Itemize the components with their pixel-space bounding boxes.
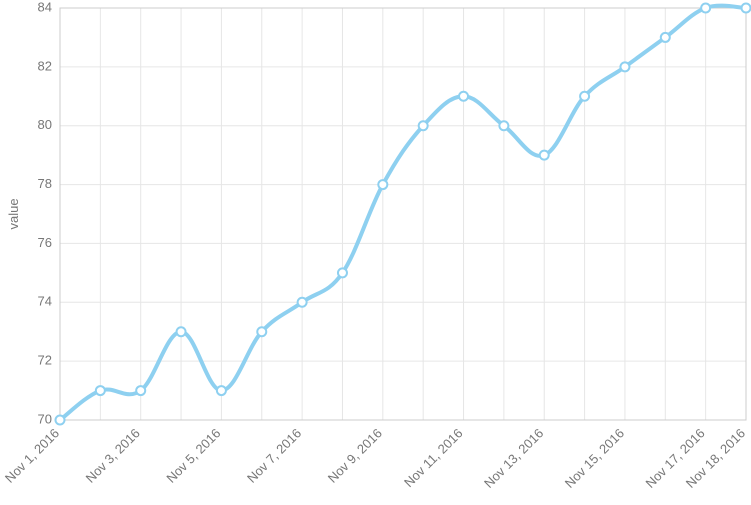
y-tick-label: 74 — [38, 294, 52, 309]
data-point[interactable] — [298, 298, 307, 307]
data-point[interactable] — [96, 386, 105, 395]
x-tick-label: Nov 15, 2016 — [562, 426, 627, 491]
data-point[interactable] — [742, 4, 751, 13]
y-tick-label: 70 — [38, 411, 52, 426]
x-tick-label: Nov 5, 2016 — [163, 426, 223, 486]
data-point[interactable] — [661, 33, 670, 42]
y-tick-label: 76 — [38, 235, 52, 250]
data-point[interactable] — [701, 4, 710, 13]
chart-svg: 70 72 74 76 78 80 82 84 value Nov 1, 2016 Nov 3, 2… — [0, 0, 751, 505]
x-tick-label: Nov 7, 2016 — [244, 426, 304, 486]
data-point[interactable] — [378, 180, 387, 189]
data-point[interactable] — [459, 92, 468, 101]
y-tick-label: 84 — [38, 0, 52, 14]
data-point[interactable] — [419, 121, 428, 130]
x-tick-label: Nov 1, 2016 — [2, 426, 62, 486]
data-point[interactable] — [580, 92, 589, 101]
y-tick-label: 72 — [38, 353, 52, 368]
line-chart: 70 72 74 76 78 80 82 84 value Nov 1, 2016 Nov 3, 2… — [0, 0, 751, 505]
x-tick-label: Nov 3, 2016 — [83, 426, 143, 486]
x-tick-label: Nov 13, 2016 — [481, 426, 546, 491]
y-tick-label: 80 — [38, 117, 52, 132]
y-tick-label: 78 — [38, 176, 52, 191]
data-point[interactable] — [217, 386, 226, 395]
y-axis-title: value — [6, 198, 21, 229]
data-point[interactable] — [56, 416, 65, 425]
data-point[interactable] — [257, 327, 266, 336]
data-point[interactable] — [136, 386, 145, 395]
data-point[interactable] — [338, 268, 347, 277]
data-point[interactable] — [540, 151, 549, 160]
series-line — [60, 6, 746, 420]
x-tick-label: Nov 9, 2016 — [325, 426, 385, 486]
x-tick-label: Nov 11, 2016 — [401, 426, 466, 491]
data-point[interactable] — [499, 121, 508, 130]
y-tick-label: 82 — [38, 58, 52, 73]
data-point[interactable] — [620, 62, 629, 71]
data-point[interactable] — [177, 327, 186, 336]
